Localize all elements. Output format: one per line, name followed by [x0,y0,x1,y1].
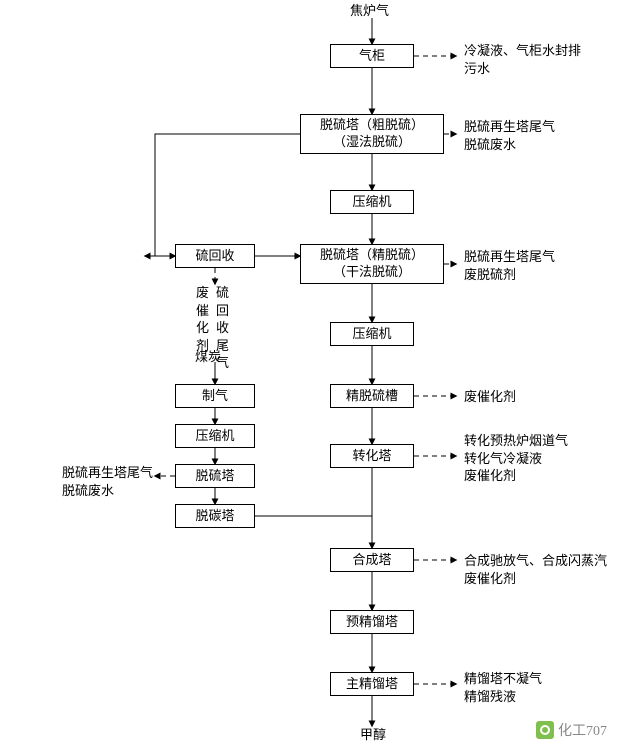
node-label: 合成塔 [352,552,391,569]
node-label: 脱硫塔（粗脱硫） （湿法脱硫） [320,117,424,151]
side-label-fine-tank-out: 废催化剂 [464,388,516,406]
node-label: 预精馏塔 [346,614,398,631]
node-main-distill: 主精馏塔 [330,672,414,696]
node-decarb: 脱碳塔 [175,504,255,528]
node-label: 精脱硫槽 [346,388,398,405]
watermark-text: 化工707 [558,720,607,740]
node-label: 转化塔 [352,448,391,465]
node-label: 气柜 [359,48,385,65]
side-label-coarse-out: 脱硫再生塔尾气 脱硫废水 [464,118,555,153]
watermark: 化工707 [536,720,607,740]
node-compressor-1: 压缩机 [330,190,414,214]
node-label: 制气 [202,388,228,405]
node-desulf-coarse: 脱硫塔（粗脱硫） （湿法脱硫） [300,114,444,154]
node-compressor-2: 压缩机 [330,322,414,346]
node-compressor-3: 压缩机 [175,424,255,448]
side-label-waste-catalyst-left: 废 催 化 剂 [196,284,209,354]
node-label: 主精馏塔 [346,676,398,693]
node-fine-desulf-tank: 精脱硫槽 [330,384,414,408]
node-label: 硫回收 [195,248,234,265]
side-label-sulfur-tailgas: 硫 回 收 尾 气 [216,284,229,372]
connector [155,134,300,256]
node-sulfur-recovery: 硫回收 [175,244,255,268]
node-label: 压缩机 [352,326,391,343]
node-label: 脱硫塔（精脱硫） （干法脱硫） [320,247,424,281]
flowchart-canvas: 焦炉气 甲醇 气柜 脱硫塔（粗脱硫） （湿法脱硫） 压缩机 硫回收 脱硫塔（精脱… [0,0,640,751]
node-gas-making: 制气 [175,384,255,408]
side-label-distill-out: 精馏塔不凝气 精馏残液 [464,670,542,705]
side-label-desulf-left-out: 脱硫再生塔尾气 脱硫废水 [62,464,153,499]
node-pre-distill: 预精馏塔 [330,610,414,634]
connectors-layer [0,0,640,751]
output-label-methanol: 甲醇 [360,726,386,744]
node-synthesis: 合成塔 [330,548,414,572]
input-label-coke-gas: 焦炉气 [350,2,389,20]
node-label: 压缩机 [195,428,234,445]
side-label-reformer-out: 转化预热炉烟道气 转化气冷凝液 废催化剂 [464,432,568,485]
node-desulf-left: 脱硫塔 [175,464,255,488]
node-label: 压缩机 [352,194,391,211]
side-label-fine-out: 脱硫再生塔尾气 废脱硫剂 [464,248,555,283]
node-label: 脱碳塔 [195,508,234,525]
node-desulf-fine: 脱硫塔（精脱硫） （干法脱硫） [300,244,444,284]
node-gas-holder: 气柜 [330,44,414,68]
node-label: 脱硫塔 [195,468,234,485]
wechat-icon [536,721,554,739]
side-label-synth-out: 合成驰放气、合成闪蒸汽 废催化剂 [464,552,607,587]
node-reformer: 转化塔 [330,444,414,468]
side-label-gas-holder-out: 冷凝液、气柜水封排 污水 [464,42,581,77]
